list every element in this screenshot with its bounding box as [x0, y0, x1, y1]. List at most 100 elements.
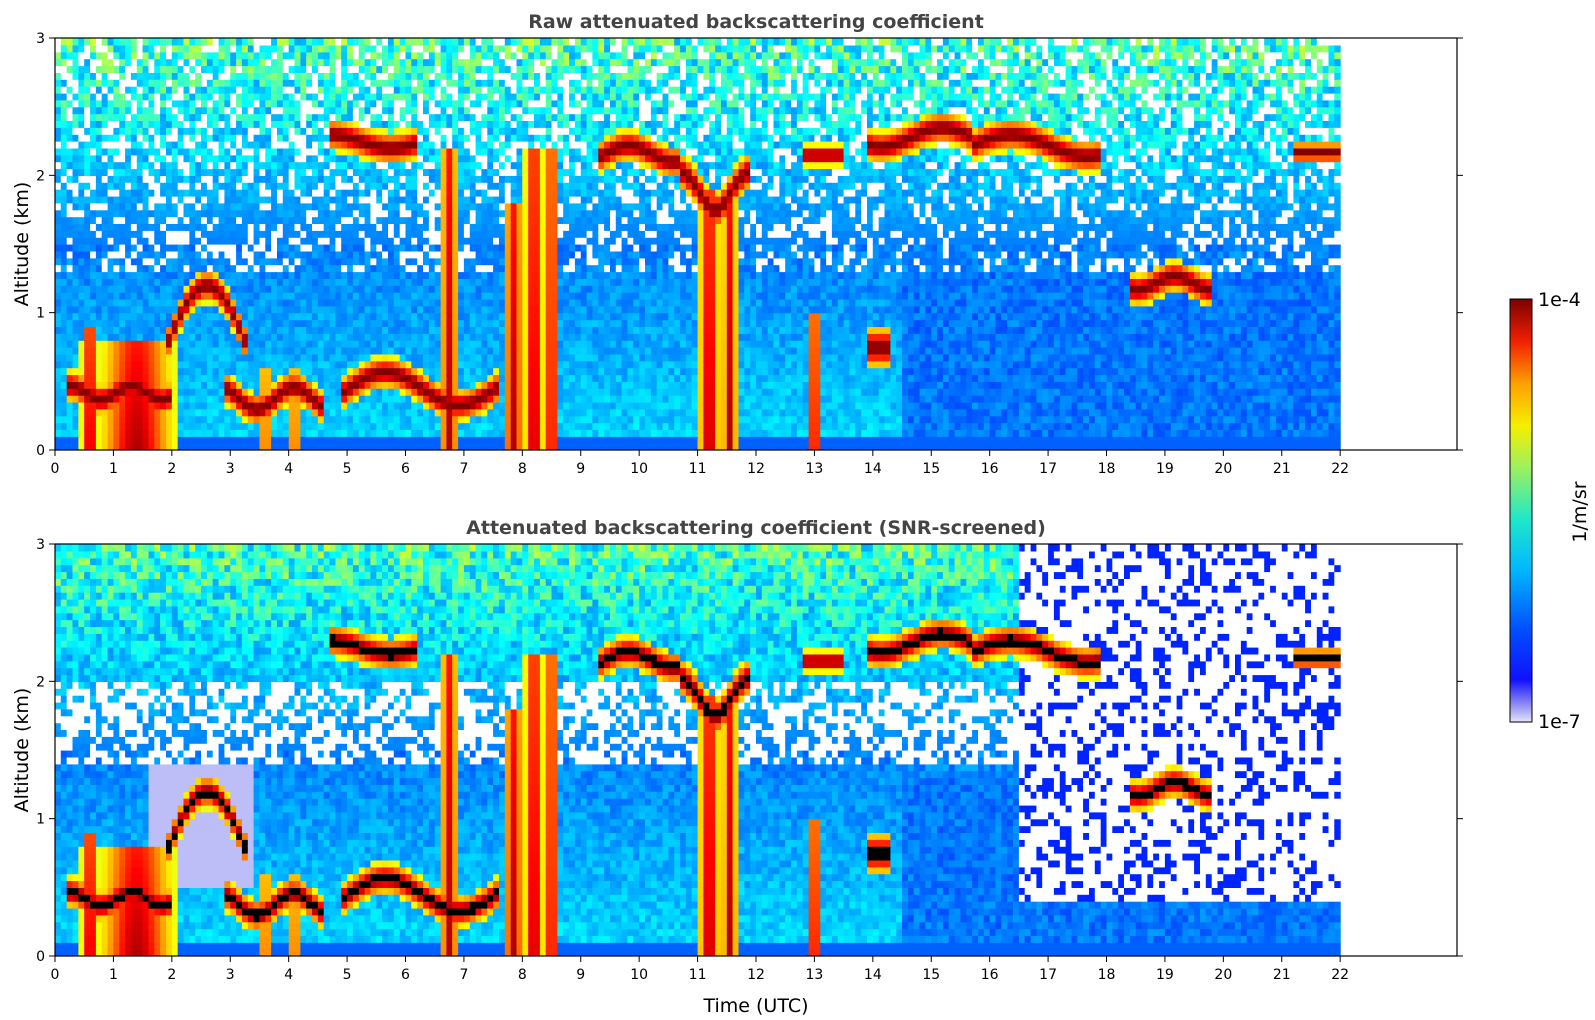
- heat-cell: [84, 168, 91, 176]
- heat-cell: [201, 113, 208, 121]
- heat-cell: [534, 250, 541, 259]
- heat-cell: [119, 189, 126, 197]
- heat-cell: [423, 374, 430, 382]
- heat-cell: [335, 189, 342, 197]
- heat-cell: [177, 86, 185, 94]
- heat-cell: [417, 113, 424, 121]
- heat-cell: [504, 360, 512, 369]
- heat-cell: [136, 401, 144, 410]
- heat-cell: [206, 285, 214, 293]
- heat-cell: [323, 120, 331, 128]
- heat-cell: [206, 202, 214, 211]
- heat-cell: [66, 264, 74, 273]
- heat-cell: [341, 99, 348, 108]
- heat-cell: [72, 422, 79, 430]
- heat-cell: [113, 65, 120, 73]
- heat-cell: [236, 422, 243, 430]
- heat-cell: [463, 65, 471, 73]
- heat-cell: [428, 58, 436, 67]
- heat-cell: [224, 168, 231, 176]
- heat-cell: [183, 161, 190, 170]
- heat-cell: [411, 264, 418, 273]
- heat-cell: [277, 44, 284, 53]
- heat-cell: [522, 99, 529, 108]
- heat-cell: [72, 244, 79, 252]
- heat-cell: [329, 92, 336, 101]
- heat-cell: [282, 79, 290, 87]
- heat-cell: [90, 401, 97, 410]
- heat-cell: [317, 326, 325, 334]
- heat-cell: [469, 443, 477, 450]
- heat-cell: [499, 127, 506, 135]
- heat-cell: [376, 415, 383, 424]
- heat-cell: [428, 360, 436, 369]
- heat-cell: [206, 65, 214, 73]
- heat-cell: [528, 374, 535, 382]
- heat-cell: [452, 120, 459, 128]
- heat-cell: [294, 72, 301, 80]
- heat-cell: [423, 134, 430, 142]
- heat-cell: [493, 347, 500, 355]
- heat-cell: [469, 422, 477, 430]
- heat-cell: [294, 209, 301, 218]
- heat-cell: [160, 408, 167, 417]
- heat-cell: [417, 182, 424, 190]
- heat-cell: [428, 395, 436, 403]
- heat-cell: [417, 244, 424, 252]
- heat-cell: [201, 250, 208, 259]
- heat-cell: [241, 298, 249, 307]
- heat-cell: [335, 408, 342, 417]
- heat-cell: [84, 257, 91, 266]
- heat-cell: [66, 134, 74, 142]
- heat-cell: [312, 271, 319, 279]
- heat-cell: [241, 161, 249, 170]
- heat-cell: [452, 257, 459, 266]
- heat-cell: [522, 319, 529, 327]
- heat-cell: [487, 408, 494, 417]
- heat-cell: [352, 147, 360, 156]
- heat-cell: [522, 367, 529, 376]
- heat-cell: [271, 347, 278, 355]
- heat-cell: [142, 292, 149, 300]
- heat-cell: [241, 374, 249, 382]
- heat-cell: [66, 182, 74, 190]
- heat-cell: [66, 319, 74, 327]
- heat-cell: [189, 216, 196, 224]
- heat-cell: [218, 127, 225, 135]
- heat-cell: [452, 189, 459, 197]
- heat-cell: [475, 79, 482, 87]
- heat-cell: [423, 326, 430, 334]
- heat-cell: [393, 381, 401, 389]
- heat-cell: [323, 86, 331, 94]
- heat-cell: [499, 271, 506, 279]
- heat-cell: [428, 244, 436, 252]
- heat-cell: [417, 292, 424, 300]
- heat-cell: [259, 312, 266, 321]
- heat-cell: [312, 292, 319, 300]
- heat-cell: [119, 443, 126, 450]
- heat-cell: [95, 278, 103, 286]
- heat-cell: [317, 51, 325, 60]
- heat-cell: [335, 65, 342, 73]
- heat-cell: [452, 298, 459, 307]
- heat-cell: [253, 195, 260, 204]
- heat-cell: [358, 353, 366, 362]
- heat-cell: [393, 347, 401, 355]
- heat-cell: [230, 312, 237, 321]
- heat-cell: [224, 367, 231, 376]
- heat-cell: [271, 250, 278, 259]
- heat-cell: [493, 333, 500, 341]
- heat-cell: [271, 120, 278, 128]
- heat-cell: [148, 65, 155, 73]
- heat-cell: [434, 147, 442, 156]
- heat-cell: [329, 134, 336, 142]
- heat-cell: [142, 223, 149, 231]
- heat-cell: [493, 271, 500, 279]
- heat-cell: [440, 113, 447, 121]
- heat-cell: [125, 182, 132, 190]
- heat-cell: [522, 147, 529, 156]
- heat-cell: [160, 127, 167, 135]
- heat-cell: [119, 127, 126, 135]
- heat-cell: [481, 141, 488, 149]
- heat-cell: [277, 381, 284, 389]
